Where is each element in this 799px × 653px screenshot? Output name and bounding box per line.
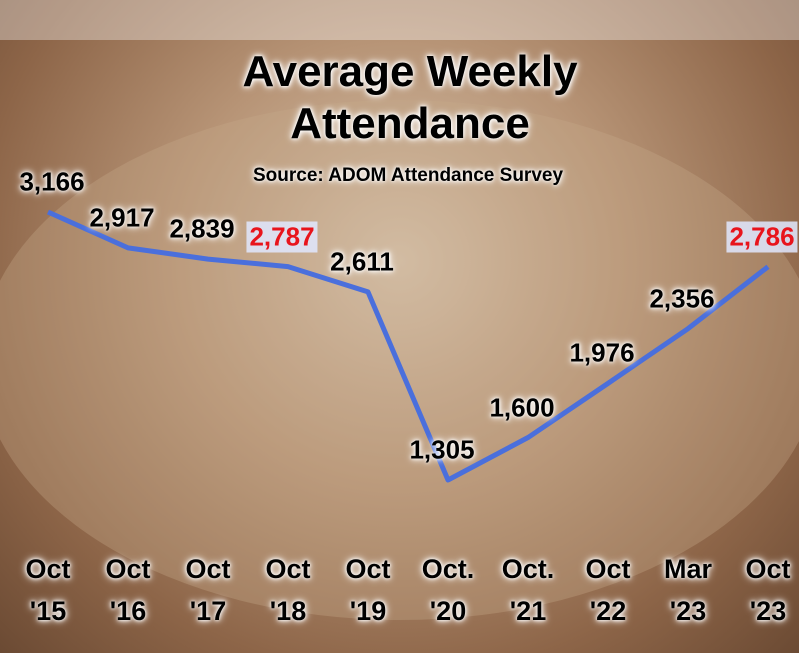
x-tick-label: Oct '16 bbox=[98, 548, 158, 632]
x-tick-label: Oct. '20 bbox=[418, 548, 478, 632]
x-tick-label: Oct '17 bbox=[178, 548, 238, 632]
x-tick-label: Oct '22 bbox=[578, 548, 638, 632]
x-tick-label: Oct '23 bbox=[738, 548, 798, 632]
chart: Average Weekly Attendance Source: ADOM A… bbox=[0, 0, 799, 653]
data-label: 3,166 bbox=[19, 167, 84, 198]
data-label: 1,305 bbox=[409, 435, 474, 466]
backdrop bbox=[0, 0, 799, 40]
data-label: 2,917 bbox=[89, 202, 154, 233]
data-label: 2,787 bbox=[246, 221, 317, 252]
data-label: 1,600 bbox=[489, 392, 554, 423]
x-tick-label: Oct '15 bbox=[18, 548, 78, 632]
x-tick-label: Oct '18 bbox=[258, 548, 318, 632]
x-tick-label: Oct. '21 bbox=[498, 548, 558, 632]
data-label: 1,976 bbox=[569, 338, 634, 369]
chart-title: Average Weekly Attendance bbox=[220, 46, 600, 150]
x-tick-label: Mar '23 bbox=[658, 548, 718, 632]
data-label: 2,786 bbox=[726, 221, 797, 252]
data-label: 2,839 bbox=[169, 214, 234, 245]
data-label: 2,356 bbox=[649, 283, 714, 314]
x-tick-label: Oct '19 bbox=[338, 548, 398, 632]
chart-subtitle: Source: ADOM Attendance Survey bbox=[253, 165, 563, 187]
data-label: 2,611 bbox=[330, 246, 394, 277]
